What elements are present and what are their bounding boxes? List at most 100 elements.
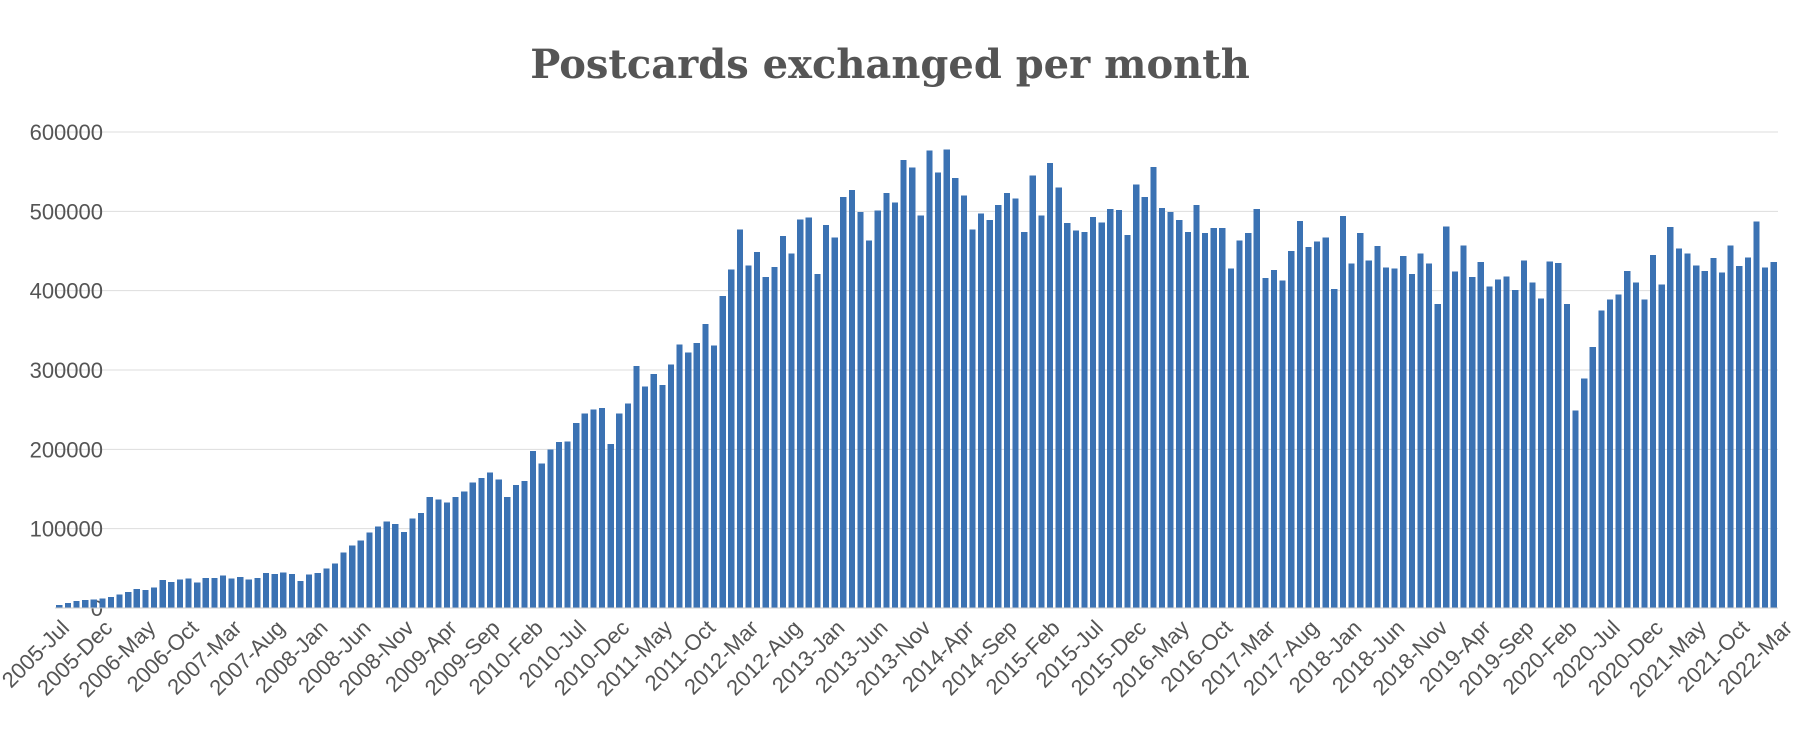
- bar: [952, 178, 959, 608]
- bar: [1357, 232, 1364, 608]
- bar: [1615, 294, 1622, 608]
- bar: [1279, 280, 1286, 608]
- bar: [1400, 255, 1407, 608]
- bar: [495, 479, 502, 608]
- bar: [1667, 227, 1674, 608]
- bar: [917, 215, 924, 609]
- bar: [1365, 260, 1372, 608]
- bar: [1133, 184, 1140, 609]
- bar: [1270, 270, 1278, 608]
- bar: [779, 235, 787, 608]
- bar: [331, 563, 339, 608]
- bar: [1417, 253, 1424, 608]
- bar: [624, 403, 631, 608]
- bar: [676, 344, 683, 608]
- bar: [1494, 279, 1502, 608]
- bar: [168, 581, 175, 608]
- bar: [573, 423, 580, 608]
- bar: [1021, 231, 1028, 608]
- bar: [176, 579, 184, 608]
- bar: [1606, 299, 1614, 608]
- bar: [1460, 245, 1467, 608]
- y-tick-label: 200000: [30, 437, 103, 462]
- bars: [56, 149, 1777, 609]
- bar: [461, 491, 468, 608]
- bar: [1305, 247, 1312, 608]
- bar: [90, 599, 97, 608]
- bar: [1115, 209, 1123, 608]
- bar: [762, 277, 769, 608]
- bar: [1391, 268, 1398, 608]
- bar: [1055, 187, 1062, 608]
- bar: [280, 572, 287, 608]
- bar: [667, 364, 675, 608]
- bar: [1003, 193, 1011, 608]
- bar: [1451, 271, 1459, 608]
- bar: [607, 443, 614, 608]
- bar: [1227, 268, 1235, 608]
- bar: [866, 240, 873, 608]
- bar: [1288, 251, 1295, 608]
- bar: [125, 592, 132, 608]
- bar: [426, 496, 433, 608]
- bar: [219, 575, 227, 608]
- bar: [1210, 227, 1217, 609]
- bar: [1761, 267, 1769, 608]
- bar: [435, 499, 442, 608]
- bar: [659, 385, 666, 608]
- y-tick-label: 300000: [30, 358, 103, 383]
- bar: [323, 568, 330, 608]
- x-axis-tick-labels: 2005-Jul2005-Dec2006-May2006-Oct2007-Mar…: [0, 615, 1797, 702]
- bar: [1098, 222, 1105, 608]
- bar: [82, 600, 89, 608]
- bar: [530, 450, 537, 608]
- bar: [1624, 270, 1631, 608]
- bar: [1167, 212, 1174, 608]
- bar: [1710, 258, 1717, 608]
- bar: [1589, 346, 1596, 608]
- bar: [99, 598, 106, 608]
- bar: [1572, 410, 1579, 608]
- bar: [685, 352, 692, 608]
- bar: [1193, 204, 1200, 609]
- bar: [857, 212, 864, 608]
- bar: [185, 578, 192, 608]
- bar: [555, 442, 563, 608]
- bar: [590, 409, 597, 608]
- bar: [452, 496, 459, 608]
- bar: [1331, 289, 1338, 608]
- bar: [1581, 378, 1588, 608]
- bar: [1124, 235, 1131, 608]
- bar: [633, 366, 640, 608]
- bar: [934, 172, 942, 608]
- bar: [306, 574, 313, 608]
- bar: [1072, 230, 1079, 608]
- bar: [504, 496, 511, 608]
- bar: [1038, 215, 1045, 609]
- bar: [262, 573, 270, 608]
- bar: [1512, 289, 1519, 608]
- bar: [598, 408, 606, 608]
- bar: [297, 581, 304, 608]
- bar: [926, 150, 933, 608]
- bar: [1425, 263, 1433, 608]
- bar: [1322, 237, 1329, 608]
- bar: [512, 485, 519, 608]
- bar: [1090, 216, 1097, 608]
- bar: [1374, 246, 1381, 609]
- bar: [211, 577, 218, 608]
- bar: [1675, 248, 1683, 608]
- bar: [1029, 175, 1036, 608]
- bar: [1219, 227, 1226, 609]
- chart-title: Postcards exchanged per month: [530, 41, 1250, 88]
- bar: [271, 573, 278, 608]
- bar: [805, 217, 812, 608]
- bar: [831, 237, 838, 608]
- bar: [969, 229, 976, 608]
- bar: [392, 523, 399, 608]
- bar: [56, 604, 63, 608]
- bar: [960, 195, 967, 608]
- bar: [1546, 261, 1553, 608]
